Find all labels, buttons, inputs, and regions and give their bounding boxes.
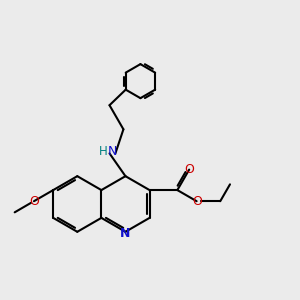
Text: H: H [99, 145, 108, 158]
Text: N: N [120, 227, 131, 240]
Text: N: N [107, 145, 117, 158]
Text: O: O [192, 195, 202, 208]
Text: O: O [29, 195, 39, 208]
Text: O: O [184, 163, 194, 176]
